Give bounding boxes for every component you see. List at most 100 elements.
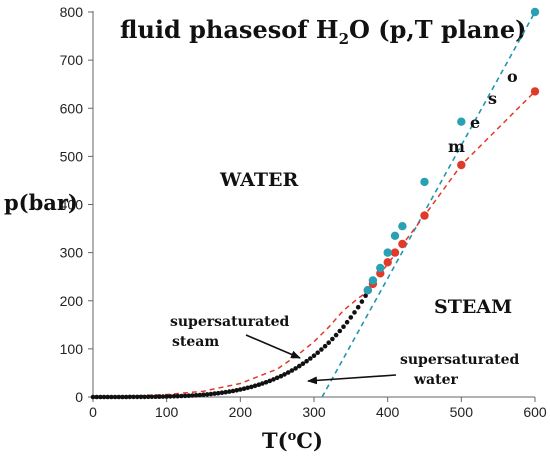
black-point <box>230 388 236 394</box>
black-point <box>330 336 335 342</box>
black-point <box>311 353 317 359</box>
y-tick-label: 500 <box>60 148 84 164</box>
blue-point <box>398 222 407 231</box>
black-point <box>355 304 361 310</box>
black-point <box>359 299 365 304</box>
ticks-group <box>88 11 536 402</box>
black-point <box>256 382 262 388</box>
black-point <box>219 390 225 396</box>
black-point <box>120 394 125 400</box>
x-tick-label: 300 <box>302 404 326 420</box>
chart-title: fluid phasesof H2O (p,T plane) <box>120 15 527 48</box>
chart-title-part2: O (p,T plane) <box>349 15 527 44</box>
x-axis-title-part1: T( <box>262 428 288 453</box>
chart-title-part1: fluid phasesof H <box>120 15 339 44</box>
red-point <box>390 248 400 257</box>
y-tick-label: 100 <box>60 341 84 357</box>
black-point <box>245 385 250 391</box>
chart-title-subscript: 2 <box>339 30 349 48</box>
black-point <box>341 324 346 330</box>
black-point <box>186 393 192 399</box>
black-point <box>293 366 298 371</box>
black-point <box>319 347 324 352</box>
black-point <box>285 370 291 375</box>
black-point <box>352 310 357 315</box>
black-point <box>134 394 140 400</box>
black-point <box>171 394 177 399</box>
red-point <box>383 258 392 267</box>
y-axis-title: p(bar) <box>4 190 78 215</box>
black-point <box>94 394 99 400</box>
black-point <box>241 386 247 392</box>
y-tick-label: 800 <box>60 4 84 20</box>
black-point <box>263 380 269 385</box>
black-point <box>297 363 302 369</box>
y-tick-label: 0 <box>75 389 83 405</box>
black-point <box>90 394 96 400</box>
black-point <box>267 378 273 384</box>
black-point <box>333 332 339 338</box>
red-point <box>530 87 540 96</box>
black-point <box>112 394 118 400</box>
black-point <box>348 315 354 320</box>
black-point <box>201 392 206 398</box>
black-point <box>168 394 173 399</box>
black-point <box>223 389 228 395</box>
black-point <box>101 394 107 400</box>
black-point <box>322 343 328 349</box>
black-point <box>98 394 103 400</box>
blue-point <box>420 177 429 187</box>
black-point <box>131 394 136 400</box>
black-point <box>344 319 350 325</box>
black-point <box>215 390 221 396</box>
x-tick-label: 600 <box>523 404 547 420</box>
blue-point <box>368 276 378 285</box>
red-dashed-line <box>367 90 536 291</box>
black-point <box>234 388 239 393</box>
black-point <box>105 394 110 400</box>
y-tick-label: 600 <box>60 100 84 116</box>
y-tick-label: 400 <box>60 197 84 213</box>
black-point <box>153 394 158 400</box>
tick-labels-group: 0 100 200 300 400 500 600 0 100 200 300 400 500 600 70… <box>60 4 547 420</box>
black-point <box>278 373 284 379</box>
black-point <box>142 394 147 400</box>
x-tick-label: 0 <box>89 404 97 420</box>
meso-letter-m: m <box>448 137 465 156</box>
black-point <box>300 361 306 367</box>
black-points-series <box>90 288 371 400</box>
x-tick-label: 200 <box>229 404 253 420</box>
x-axis-title-part2: C) <box>296 428 323 453</box>
black-point <box>190 393 195 398</box>
region-label-water: WATER <box>219 169 298 191</box>
black-point <box>116 394 122 400</box>
region-label-steam: STEAM <box>434 296 512 318</box>
note-supersaturated-water-line2: water <box>413 372 458 388</box>
meso-letter-s: s <box>488 89 497 108</box>
black-point <box>204 392 210 397</box>
x-tick-label: 100 <box>155 404 179 420</box>
blue-points-series <box>363 7 540 295</box>
black-point <box>149 394 155 400</box>
black-point <box>238 387 243 392</box>
blue-point <box>363 286 372 295</box>
blue-point <box>376 263 385 273</box>
arrow-supersaturated-steam <box>245 334 301 359</box>
black-point <box>157 394 162 400</box>
black-point <box>182 393 188 399</box>
black-point <box>109 394 114 400</box>
black-point <box>326 340 332 346</box>
blue-point <box>390 231 400 240</box>
black-point <box>308 356 313 361</box>
black-point <box>304 358 309 364</box>
note-supersaturated-water-line1: supersaturated <box>400 352 520 368</box>
black-point <box>146 394 151 400</box>
y-tick-label: 300 <box>60 245 84 261</box>
note-supersaturated-steam-line1: supersaturated <box>170 314 290 330</box>
red-point <box>420 211 429 220</box>
black-point <box>363 293 368 299</box>
x-axis-title-superscript: o <box>288 429 297 444</box>
red-points-series <box>363 87 540 295</box>
blue-point <box>383 248 392 257</box>
